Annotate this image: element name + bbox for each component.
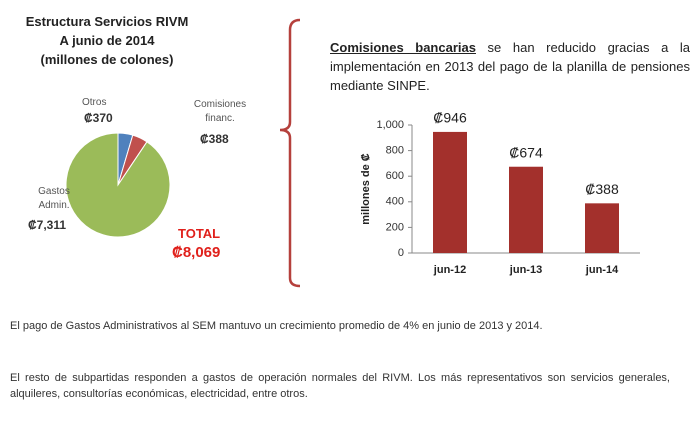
paragraph: El resto de subpartidas responden a gast… [10, 372, 670, 400]
total-value: ₡8,069 [172, 244, 221, 261]
value-label: ₡388 [585, 181, 619, 197]
slice-value: ₡388 [200, 132, 229, 146]
slice-label: Otros [82, 97, 107, 108]
y-tick-label: 400 [386, 196, 404, 208]
value-label: ₡946 [433, 110, 467, 126]
bar [585, 203, 619, 253]
x-tick-label: jun-14 [585, 264, 619, 276]
total-label: TOTAL [178, 226, 221, 241]
y-tick-label: 200 [386, 221, 404, 233]
y-tick-label: 1,000 [376, 119, 404, 131]
x-tick-label: jun-13 [509, 264, 542, 276]
slice-label: Comisiones financ. [193, 99, 247, 124]
note-highlight: Comisiones bancarias [330, 40, 476, 55]
paragraph: El pago de Gastos Administrativos al SEM… [10, 320, 543, 332]
note: Comisiones bancarias se han reducido gra… [330, 38, 690, 95]
x-tick-label: jun-12 [433, 264, 466, 276]
bar [509, 166, 543, 253]
slice-value: ₡7,311 [28, 218, 67, 232]
bar [433, 131, 467, 253]
y-axis-label: millones de ₡ [360, 153, 372, 225]
y-tick-label: 800 [386, 145, 404, 157]
slice-label: Gastos Admin. [38, 186, 70, 211]
title-line: Estructura Servicios RIVM [25, 14, 189, 29]
title-line: A junio de 2014 [59, 33, 155, 48]
bracket [279, 18, 301, 288]
pie-title: Estructura Servicios RIVM A junio de 201… [2, 12, 212, 69]
value-label: ₡674 [509, 144, 543, 160]
title-line: (millones de colones) [40, 52, 174, 67]
pie-slice [65, 132, 171, 238]
y-tick-label: 600 [386, 170, 404, 182]
slice-value: ₡370 [84, 111, 113, 125]
note-text: se han reducido gracias a la implementac… [330, 40, 690, 93]
y-tick-label: 0 [398, 247, 404, 259]
